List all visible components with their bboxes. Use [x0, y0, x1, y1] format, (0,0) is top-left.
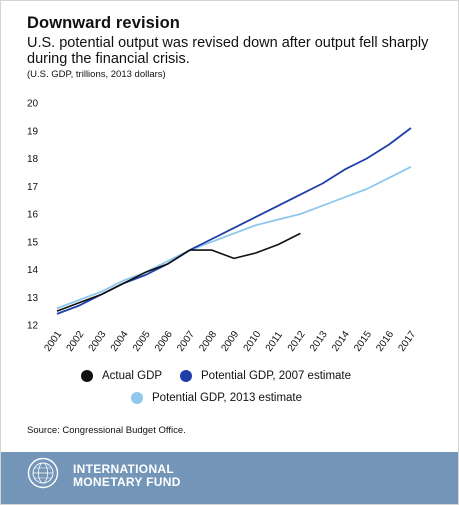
x-tick-label: 2002 — [65, 329, 87, 354]
legend-label-potential-2013: Potential GDP, 2013 estimate — [152, 392, 303, 404]
x-tick-label: 2014 — [330, 329, 352, 354]
legend-item-potential-2013: Potential GDP, 2013 estimate — [131, 392, 302, 404]
series-lines — [56, 127, 412, 315]
x-tick-label: 2010 — [242, 329, 264, 354]
y-tick-label: 16 — [27, 210, 39, 221]
y-tick-label: 19 — [27, 126, 39, 137]
source-note: Source: Congressional Budget Office. — [27, 425, 186, 436]
imf-wordmark-line1: INTERNATIONAL — [73, 462, 175, 476]
x-tick-label: 2015 — [352, 329, 374, 354]
legend-label-potential-2007: Potential GDP, 2007 estimate — [201, 370, 352, 382]
x-axis-ticks: 2001 2002 2003 2004 2005 2006 2007 2008 2009 2010… — [42, 329, 418, 354]
imf-globe-seal-icon — [27, 457, 59, 489]
series-line-potential-2007 — [56, 127, 412, 315]
legend-item-actual-gdp: Actual GDP — [81, 370, 162, 382]
x-tick-label: 2007 — [175, 329, 197, 354]
imf-wordmark-line2: MONETARY FUND — [73, 475, 181, 489]
chart-subtitle: U.S. potential output was revised down a… — [27, 35, 429, 67]
y-tick-label: 12 — [27, 321, 39, 332]
y-tick-label: 15 — [27, 237, 39, 248]
y-tick-label: 13 — [27, 293, 39, 304]
x-tick-label: 2013 — [308, 329, 330, 354]
y-tick-label: 18 — [27, 154, 39, 165]
x-tick-label: 2016 — [374, 329, 396, 354]
legend-swatch-potential-2007 — [180, 370, 192, 382]
x-tick-label: 2006 — [153, 329, 175, 354]
x-tick-label: 2017 — [396, 329, 418, 354]
y-tick-label: 20 — [27, 99, 39, 110]
x-tick-label: 2011 — [264, 329, 286, 353]
x-tick-label: 2001 — [42, 329, 64, 354]
legend-label-actual-gdp: Actual GDP — [102, 370, 163, 382]
series-line-potential-2013 — [56, 165, 412, 310]
x-tick-label: 2012 — [286, 329, 308, 354]
chart-units-note: (U.S. GDP, trillions, 2013 dollars) — [27, 69, 166, 80]
imf-footer-bar: INTERNATIONAL MONETARY FUND — [1, 452, 458, 504]
legend-swatch-actual-gdp — [81, 370, 93, 382]
series-line-actual-gdp — [56, 232, 301, 312]
x-tick-label: 2005 — [131, 329, 153, 354]
legend-item-potential-2007: Potential GDP, 2007 estimate — [180, 370, 351, 382]
x-tick-label: 2004 — [109, 329, 131, 354]
y-tick-label: 17 — [27, 182, 39, 193]
x-tick-label: 2009 — [219, 329, 241, 354]
imf-wordmark: INTERNATIONAL MONETARY FUND — [73, 463, 181, 489]
chart-title: Downward revision — [27, 14, 180, 32]
x-tick-label: 2003 — [87, 329, 109, 354]
y-axis-ticks: 12 13 14 15 16 17 18 19 20 — [27, 99, 39, 332]
legend-swatch-potential-2013 — [131, 392, 143, 404]
y-tick-label: 14 — [27, 265, 39, 276]
x-tick-label: 2008 — [197, 329, 219, 354]
